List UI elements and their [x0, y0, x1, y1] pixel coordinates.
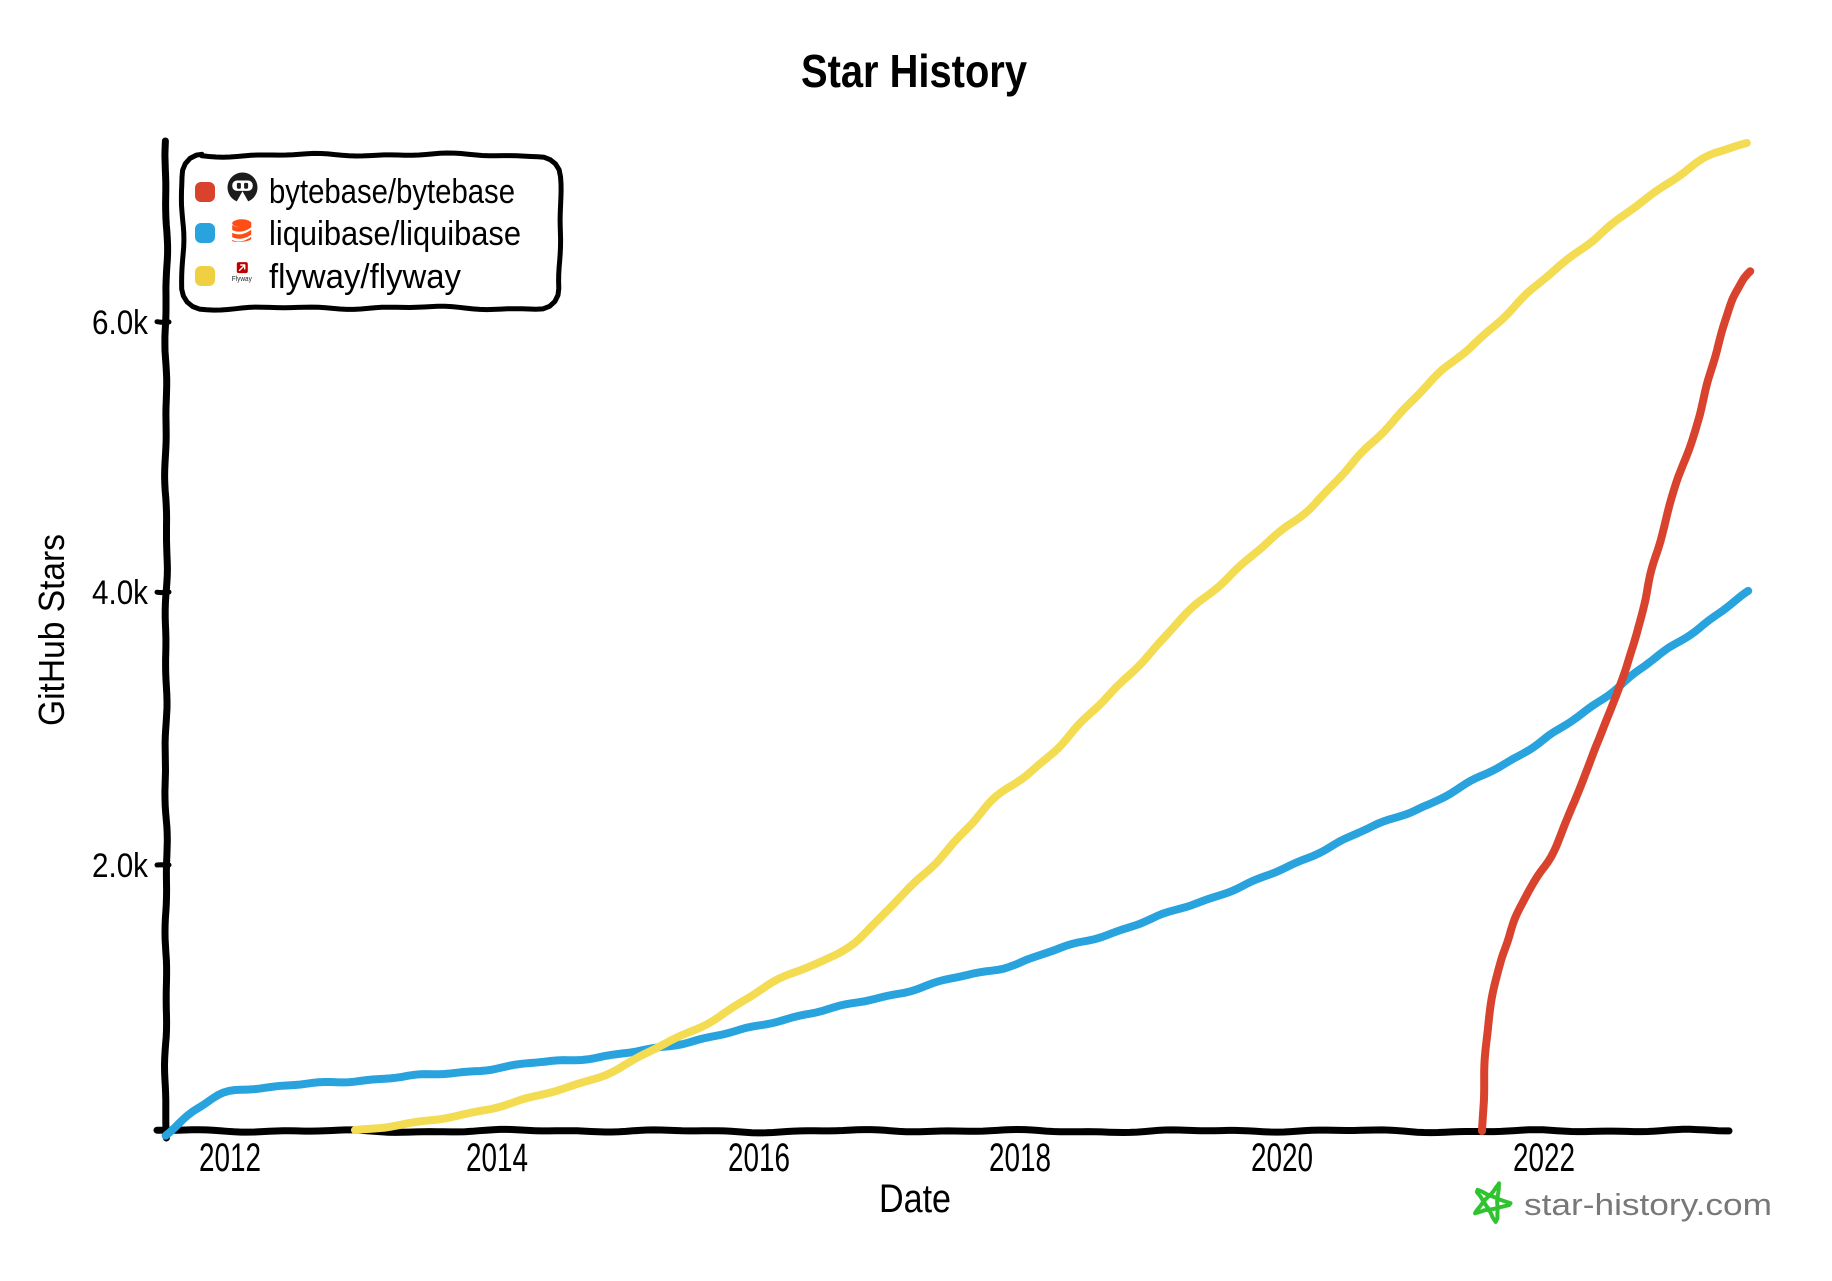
- svg-text:flyway/flyway: flyway/flyway: [269, 258, 461, 296]
- svg-text:2018: 2018: [989, 1136, 1051, 1180]
- svg-text:2014: 2014: [466, 1136, 528, 1180]
- svg-text:liquibase/liquibase: liquibase/liquibase: [269, 215, 521, 253]
- svg-text:2012: 2012: [199, 1136, 261, 1180]
- svg-text:GitHub Stars: GitHub Stars: [31, 534, 72, 726]
- svg-text:2020: 2020: [1251, 1136, 1313, 1180]
- svg-text:Date: Date: [879, 1177, 951, 1221]
- svg-text:6.0k: 6.0k: [92, 304, 149, 342]
- svg-text:2022: 2022: [1513, 1136, 1575, 1180]
- svg-text:2016: 2016: [728, 1136, 790, 1180]
- svg-text:bytebase/bytebase: bytebase/bytebase: [269, 173, 515, 211]
- svg-text:star-history.com: star-history.com: [1524, 1187, 1772, 1222]
- svg-text:2.0k: 2.0k: [92, 847, 149, 885]
- svg-text:4.0k: 4.0k: [92, 574, 149, 612]
- svg-text:Flyway: Flyway: [232, 276, 252, 283]
- svg-text:Star History: Star History: [801, 45, 1027, 97]
